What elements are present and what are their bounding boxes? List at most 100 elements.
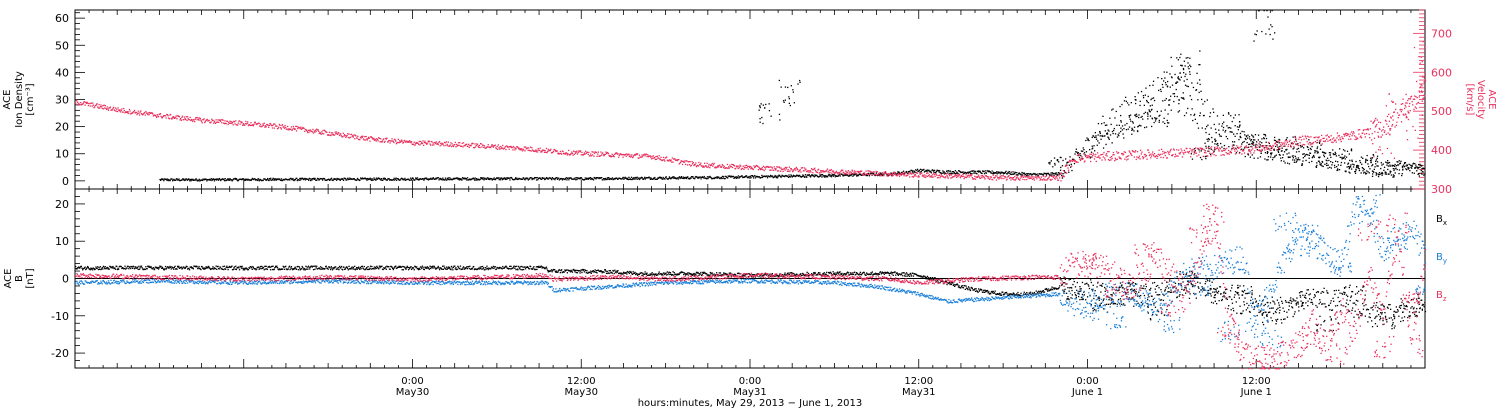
data-point bbox=[181, 120, 182, 121]
data-point bbox=[1036, 178, 1037, 179]
data-point bbox=[536, 151, 537, 152]
data-point bbox=[645, 155, 646, 156]
data-point bbox=[1151, 126, 1152, 127]
data-point bbox=[971, 171, 972, 172]
data-point bbox=[848, 173, 849, 174]
data-point bbox=[175, 180, 176, 181]
data-point bbox=[1282, 142, 1283, 143]
data-point bbox=[124, 110, 125, 111]
data-point bbox=[595, 178, 596, 179]
data-point bbox=[662, 179, 663, 180]
data-point bbox=[279, 125, 280, 126]
data-point bbox=[1200, 157, 1201, 158]
data-point bbox=[447, 179, 448, 180]
data-point bbox=[1409, 164, 1410, 165]
data-point bbox=[802, 167, 803, 168]
data-point bbox=[338, 133, 339, 134]
data-point bbox=[908, 173, 909, 174]
data-point bbox=[136, 114, 137, 115]
data-point bbox=[1266, 138, 1267, 139]
data-point bbox=[221, 122, 222, 123]
data-point bbox=[116, 111, 117, 112]
data-point bbox=[700, 163, 701, 164]
data-point bbox=[1304, 144, 1305, 145]
data-point bbox=[779, 167, 780, 168]
data-point bbox=[993, 175, 994, 176]
data-point bbox=[788, 174, 789, 175]
data-point bbox=[107, 106, 108, 107]
data-point bbox=[1341, 157, 1342, 158]
data-point bbox=[1274, 148, 1275, 149]
data-point bbox=[1213, 152, 1214, 153]
data-point bbox=[1177, 82, 1178, 83]
data-point bbox=[864, 173, 865, 174]
data-point bbox=[1341, 158, 1342, 159]
data-point bbox=[1024, 175, 1025, 176]
data-point bbox=[1151, 155, 1152, 156]
data-point bbox=[1131, 130, 1132, 131]
data-point bbox=[1199, 79, 1200, 80]
data-point bbox=[331, 134, 332, 135]
data-point bbox=[789, 167, 790, 168]
data-point bbox=[1282, 144, 1283, 145]
data-point bbox=[234, 121, 235, 122]
data-point bbox=[1152, 98, 1153, 99]
data-point bbox=[923, 169, 924, 170]
data-point bbox=[1144, 127, 1145, 128]
data-point bbox=[473, 178, 474, 179]
data-point bbox=[1183, 92, 1184, 93]
data-point bbox=[1124, 159, 1125, 160]
data-point bbox=[585, 177, 586, 178]
data-point bbox=[1138, 126, 1139, 127]
data-point bbox=[533, 178, 534, 179]
data-point bbox=[1251, 134, 1252, 135]
legend-sub: z bbox=[1443, 295, 1447, 303]
data-point bbox=[1106, 125, 1107, 126]
data-point bbox=[230, 123, 231, 124]
data-point bbox=[1007, 179, 1008, 180]
data-point bbox=[748, 169, 749, 170]
data-point bbox=[1209, 153, 1210, 154]
y-tick-label-left: 10 bbox=[55, 235, 69, 248]
data-point bbox=[458, 142, 459, 143]
data-point bbox=[179, 119, 180, 120]
data-point bbox=[1376, 165, 1377, 166]
data-point bbox=[273, 178, 274, 179]
data-point bbox=[1037, 173, 1038, 174]
data-point bbox=[1110, 159, 1111, 160]
data-point bbox=[695, 162, 696, 163]
data-point bbox=[1059, 177, 1060, 178]
data-point bbox=[939, 170, 940, 171]
data-point bbox=[1030, 173, 1031, 174]
data-point bbox=[1206, 147, 1207, 148]
data-point bbox=[240, 124, 241, 125]
top-panel-frame bbox=[75, 10, 1425, 189]
data-point bbox=[391, 140, 392, 141]
data-point bbox=[842, 170, 843, 171]
data-point bbox=[819, 174, 820, 175]
data-point bbox=[140, 110, 141, 111]
data-point bbox=[1165, 152, 1166, 153]
data-point bbox=[1084, 152, 1085, 153]
data-point bbox=[1238, 148, 1239, 149]
data-point bbox=[147, 114, 148, 115]
data-point bbox=[1297, 159, 1298, 160]
data-point bbox=[666, 176, 667, 177]
data-point bbox=[295, 179, 296, 180]
data-point bbox=[1415, 165, 1416, 166]
data-point bbox=[692, 176, 693, 177]
data-point bbox=[654, 178, 655, 179]
data-point bbox=[1358, 165, 1359, 166]
data-point bbox=[1054, 157, 1055, 158]
data-point bbox=[571, 151, 572, 152]
data-point bbox=[1005, 171, 1006, 172]
data-point bbox=[682, 178, 683, 179]
data-point bbox=[833, 176, 834, 177]
data-point bbox=[707, 163, 708, 164]
data-point bbox=[1198, 128, 1199, 129]
data-point bbox=[1139, 156, 1140, 157]
data-point bbox=[466, 178, 467, 179]
data-point bbox=[867, 170, 868, 171]
data-point bbox=[1109, 160, 1110, 161]
data-point bbox=[102, 108, 103, 109]
